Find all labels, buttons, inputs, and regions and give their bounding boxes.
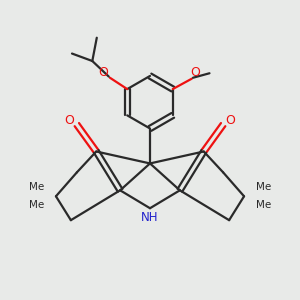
Text: Me: Me xyxy=(256,200,271,210)
Text: NH: NH xyxy=(141,211,159,224)
Text: O: O xyxy=(98,67,108,80)
Text: Me: Me xyxy=(29,200,44,210)
Text: O: O xyxy=(190,66,200,79)
Text: O: O xyxy=(226,114,236,127)
Text: Me: Me xyxy=(29,182,44,192)
Text: O: O xyxy=(64,114,74,127)
Text: Me: Me xyxy=(256,182,271,192)
